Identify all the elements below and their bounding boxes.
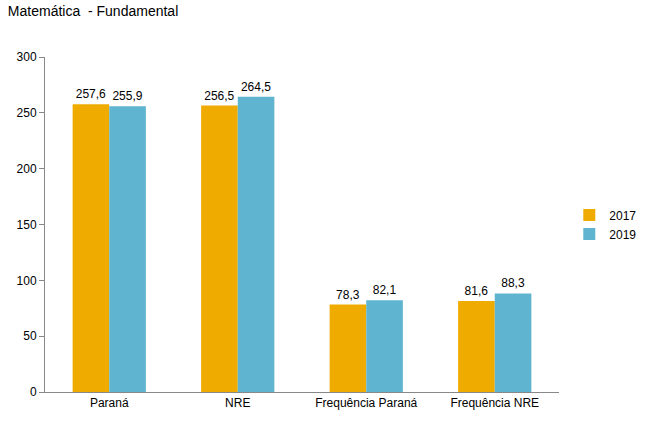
- svg-text:Frequência Paraná: Frequência Paraná: [315, 396, 417, 410]
- svg-text:264,5: 264,5: [241, 80, 271, 94]
- svg-text:Paraná: Paraná: [90, 396, 129, 410]
- svg-text:Frequência NRE: Frequência NRE: [450, 396, 539, 410]
- svg-text:100: 100: [17, 274, 37, 288]
- svg-text:200: 200: [17, 162, 37, 176]
- svg-text:255,9: 255,9: [112, 89, 142, 103]
- svg-text:50: 50: [23, 329, 37, 343]
- svg-text:81,6: 81,6: [465, 284, 489, 298]
- svg-text:2019: 2019: [609, 228, 636, 242]
- svg-text:150: 150: [17, 218, 37, 232]
- svg-text:88,3: 88,3: [501, 276, 525, 290]
- svg-text:Matemática - Fundamental: Matemática - Fundamental: [8, 3, 178, 19]
- svg-text:2017: 2017: [609, 209, 636, 223]
- svg-text:0: 0: [30, 385, 37, 399]
- svg-text:78,3: 78,3: [336, 288, 360, 302]
- svg-text:257,6: 257,6: [76, 87, 106, 101]
- svg-text:NRE: NRE: [225, 396, 250, 410]
- svg-text:256,5: 256,5: [204, 89, 234, 103]
- svg-text:82,1: 82,1: [373, 283, 397, 297]
- svg-text:300: 300: [17, 50, 37, 64]
- svg-text:250: 250: [17, 106, 37, 120]
